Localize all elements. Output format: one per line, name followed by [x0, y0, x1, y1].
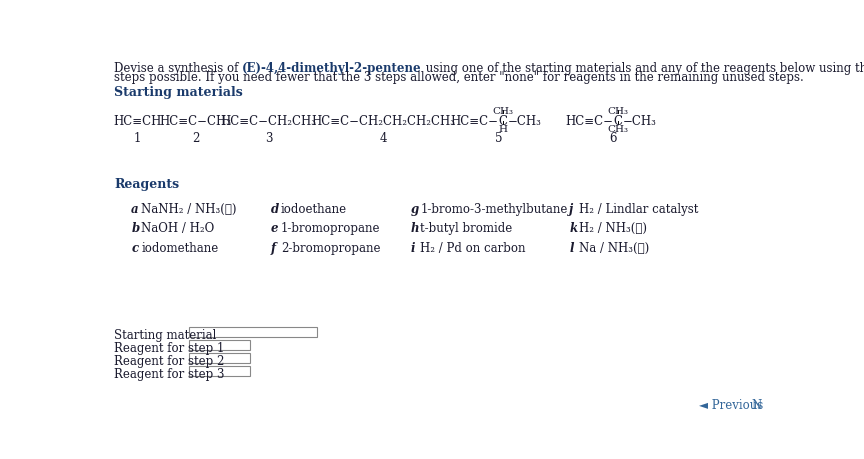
Text: 6: 6: [609, 132, 617, 145]
Text: 2: 2: [192, 132, 200, 145]
Text: a: a: [131, 202, 139, 216]
Text: g: g: [410, 202, 418, 216]
Text: c: c: [131, 241, 138, 254]
Text: i: i: [410, 241, 415, 254]
Text: −CH₃: −CH₃: [508, 115, 542, 128]
Text: l: l: [569, 241, 574, 254]
Text: HC≡C−: HC≡C−: [565, 115, 613, 128]
Text: HC≡C−: HC≡C−: [451, 115, 499, 128]
Text: HC≡C−CH₃: HC≡C−CH₃: [160, 115, 232, 128]
Text: 3: 3: [264, 132, 272, 145]
Text: 5: 5: [495, 132, 502, 145]
Text: H₂ / Pd on carbon: H₂ / Pd on carbon: [420, 241, 526, 254]
Text: (E)-4,4-dimethyl-2-pentene: (E)-4,4-dimethyl-2-pentene: [242, 62, 422, 75]
Text: Reagent for step 2: Reagent for step 2: [114, 354, 225, 367]
Bar: [189, 327, 317, 337]
Text: j: j: [569, 202, 574, 216]
Text: b: b: [131, 222, 139, 235]
Text: 1: 1: [134, 132, 141, 145]
Text: k: k: [569, 222, 577, 235]
Text: H₂ / Lindlar catalyst: H₂ / Lindlar catalyst: [579, 202, 699, 216]
Text: iodomethane: iodomethane: [142, 241, 219, 254]
Text: C: C: [499, 115, 508, 128]
Text: H₂ / NH₃(ℓ): H₂ / NH₃(ℓ): [579, 222, 647, 235]
Bar: [189, 353, 250, 363]
Text: Reagent for step 3: Reagent for step 3: [114, 367, 225, 380]
Text: Starting materials: Starting materials: [114, 86, 243, 99]
Text: using one of the starting materials and any of the reagents below using the fewe: using one of the starting materials and …: [422, 62, 864, 75]
Text: steps possible. If you need fewer that the 3 steps allowed, enter "none" for rea: steps possible. If you need fewer that t…: [114, 70, 804, 84]
Bar: [189, 366, 250, 376]
Text: N: N: [752, 398, 761, 412]
Text: Devise a synthesis of: Devise a synthesis of: [114, 62, 242, 75]
Text: h: h: [410, 222, 419, 235]
Text: CH₃: CH₃: [607, 125, 628, 134]
Text: Starting material: Starting material: [114, 328, 217, 341]
Text: Reagent for step 1: Reagent for step 1: [114, 341, 225, 354]
Text: NaOH / H₂O: NaOH / H₂O: [142, 222, 214, 235]
Text: HC≡C−CH₂CH₃: HC≡C−CH₂CH₃: [220, 115, 316, 128]
Text: HC≡CH: HC≡CH: [113, 115, 162, 128]
Text: t-butyl bromide: t-butyl bromide: [420, 222, 512, 235]
Text: Reagents: Reagents: [114, 178, 180, 191]
Text: NaNH₂ / NH₃(ℓ): NaNH₂ / NH₃(ℓ): [142, 202, 237, 216]
Bar: [189, 340, 250, 350]
Text: 1-bromopropane: 1-bromopropane: [281, 222, 380, 235]
Text: ◄ Previous: ◄ Previous: [699, 398, 763, 412]
Text: Na / NH₃(ℓ): Na / NH₃(ℓ): [579, 241, 650, 254]
Text: −CH₃: −CH₃: [622, 115, 656, 128]
Text: e: e: [270, 222, 278, 235]
Text: 4: 4: [379, 132, 387, 145]
Text: 2-bromopropane: 2-bromopropane: [281, 241, 380, 254]
Text: HC≡C−CH₂CH₂CH₂CH₃: HC≡C−CH₂CH₂CH₂CH₃: [311, 115, 455, 128]
Text: iodoethane: iodoethane: [281, 202, 347, 216]
Text: CH₃: CH₃: [607, 106, 628, 116]
Text: 1-bromo-3-methylbutane: 1-bromo-3-methylbutane: [420, 202, 568, 216]
Text: H: H: [499, 125, 507, 134]
Text: CH₃: CH₃: [492, 106, 513, 116]
Text: C: C: [613, 115, 622, 128]
Text: d: d: [270, 202, 279, 216]
Text: f: f: [270, 241, 276, 254]
